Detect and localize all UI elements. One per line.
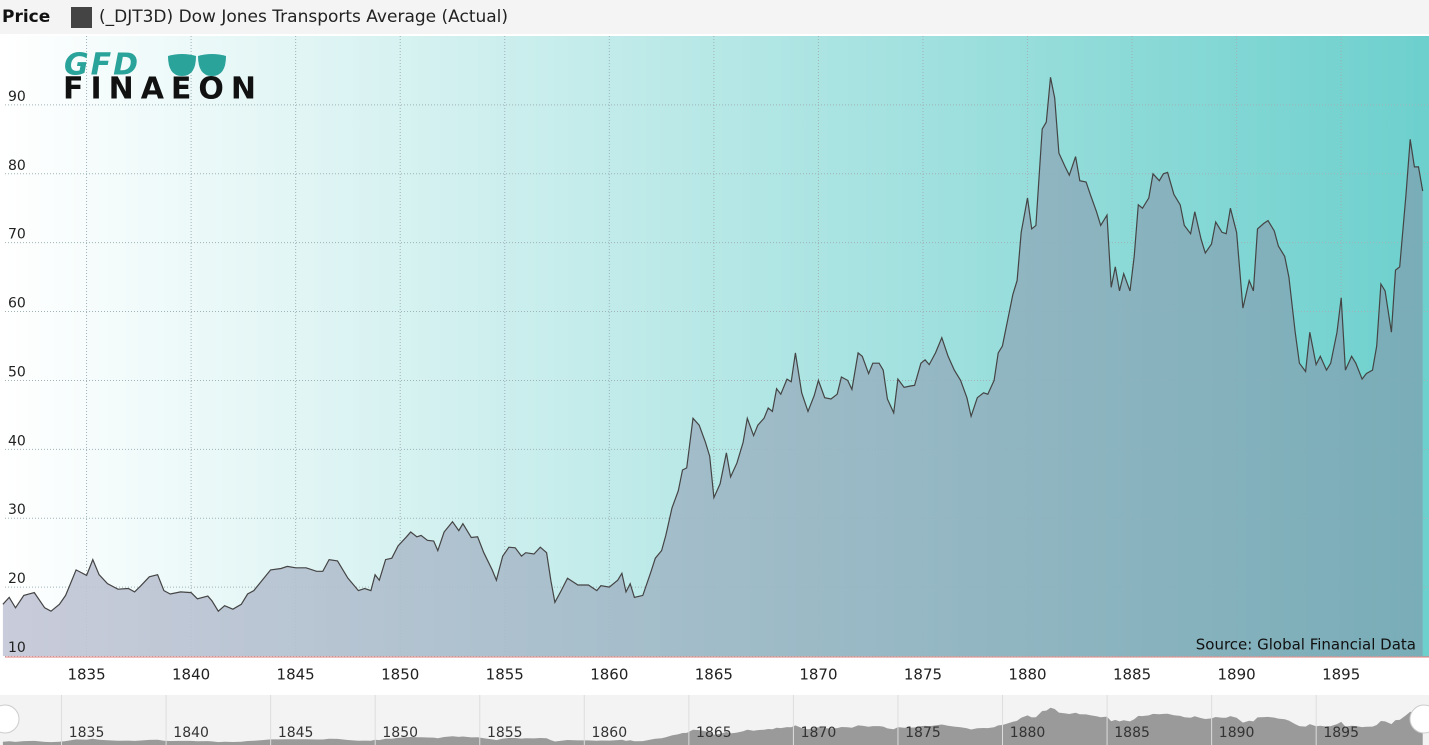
x-tick-label: 1850: [381, 666, 419, 684]
x-tick-label: 1890: [1218, 666, 1256, 684]
x-tick-label: 1835: [67, 666, 105, 684]
logo-top: GFD: [64, 48, 140, 83]
x-tick-label: 1840: [172, 666, 210, 684]
x-tick-label: 1870: [799, 666, 837, 684]
x-tick-label: 1885: [1113, 666, 1151, 684]
logo-leaf: [198, 54, 226, 76]
y-tick-label: 30: [8, 502, 26, 518]
navigator-tick-label: 1850: [382, 725, 418, 741]
navigator-tick-label: 1865: [696, 725, 732, 741]
navigator-area: [2, 707, 1423, 745]
navigator-handle[interactable]: [1409, 704, 1429, 734]
navigator-tick-label: 1890: [1219, 725, 1255, 741]
navigator-handle[interactable]: [0, 704, 20, 734]
navigator-tick-label: 1855: [487, 725, 523, 741]
logo-leaf: [168, 54, 196, 76]
logo-bottom: FINAEON: [63, 72, 257, 107]
navigator-content: 1835 1840 1845 1850 1855 1860 1865 1870 1875 1880…: [2, 695, 1423, 745]
navigator-tick-label: 1870: [801, 725, 837, 741]
y-tick-label: 60: [8, 296, 26, 312]
navigator-tick-label: 1845: [278, 725, 314, 741]
navigator-tick-label: 1840: [173, 725, 209, 741]
y-tick-label: 90: [8, 89, 26, 105]
x-tick-label: 1860: [590, 666, 628, 684]
x-tick-label: 1880: [1008, 666, 1046, 684]
y-tick-label: 20: [8, 571, 26, 587]
x-tick-label: 1895: [1322, 666, 1360, 684]
x-tick-label: 1845: [277, 666, 315, 684]
navigator-tick-label: 1860: [591, 725, 627, 741]
series-line: [2, 77, 1424, 613]
navigator-tick-label: 1880: [1010, 725, 1046, 741]
plot: [2, 77, 1424, 657]
x-tick-label: 1865: [695, 666, 733, 684]
x-tick-label: 1875: [904, 666, 942, 684]
navigator-tick-label: 1895: [1323, 725, 1359, 741]
area-fill: [2, 77, 1423, 657]
logo: GFD FINAEON: [63, 48, 257, 107]
source-note: Source: Global Financial Data: [1196, 636, 1416, 654]
y-tick-label: 50: [8, 364, 26, 380]
header-bar: [0, 0, 1429, 34]
header-label: Price: [2, 7, 50, 27]
legend-swatch: [71, 7, 92, 28]
legend-label: (_DJT3D) Dow Jones Transports Average (A…: [99, 7, 508, 27]
y-tick-label: 40: [8, 433, 26, 449]
x-tick-label: 1855: [486, 666, 524, 684]
navigator-tick-label: 1835: [69, 725, 105, 741]
y-tick-label: 10: [8, 640, 26, 656]
y-tick-label: 80: [8, 158, 26, 174]
y-tick-label: 70: [8, 227, 26, 243]
navigator-tick-label: 1885: [1114, 725, 1150, 741]
navigator-tick-label: 1875: [905, 725, 941, 741]
